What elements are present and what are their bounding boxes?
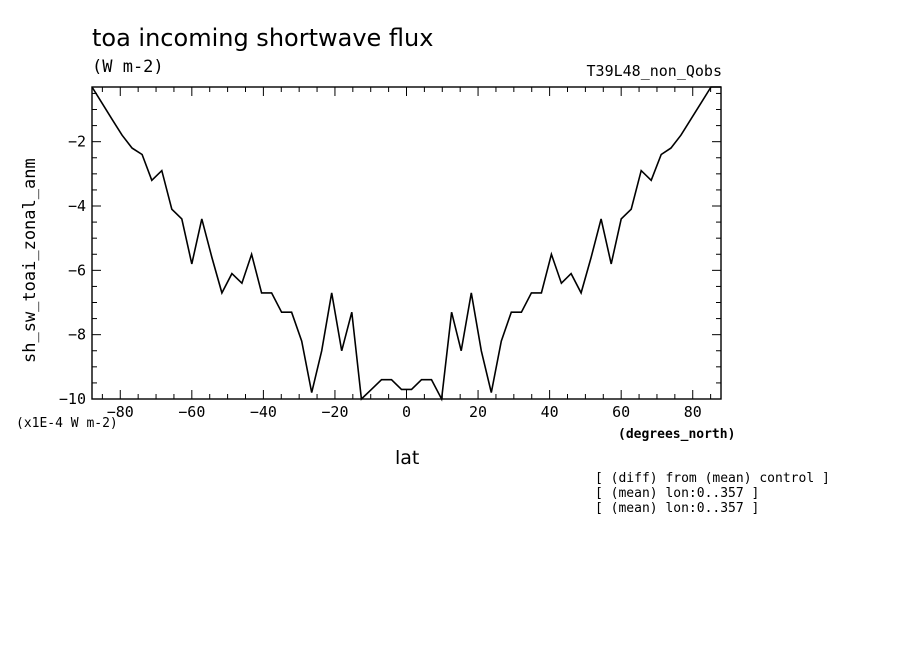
series-group — [91, 86, 721, 402]
note-line: [ (mean) lon:0..357 ] — [595, 501, 760, 516]
y-scale-label: (x1E-4 W m-2) — [16, 416, 118, 431]
x-tick-label: 40 — [541, 403, 559, 421]
x-tick-label: 20 — [469, 403, 487, 421]
chart-title: toa incoming shortwave flux — [92, 24, 434, 52]
y-tick-label: −6 — [68, 261, 86, 279]
x-tick-label: 80 — [684, 403, 702, 421]
y-tick-label: −8 — [68, 326, 86, 344]
x-tick-label: −80 — [107, 403, 134, 421]
x-tick-label: −60 — [178, 403, 205, 421]
notes-block: [ (diff) from (mean) control ] [ (mean) … — [595, 471, 830, 516]
note-line: [ (mean) lon:0..357 ] — [595, 486, 760, 501]
x-tick-label: −40 — [250, 403, 277, 421]
axis-ticks — [92, 87, 721, 400]
x-tick-label: 60 — [612, 403, 630, 421]
plot-frame — [91, 86, 722, 400]
note-line: [ (diff) from (mean) control ] — [595, 471, 830, 486]
x-tick-label: 0 — [402, 403, 411, 421]
x-units-label: (degrees_north) — [618, 427, 736, 442]
tick-labels: −80 −60 −40 −20 0 20 40 60 80 −10 −8 −6 −4 −2 — [59, 133, 702, 421]
run-id-label: T39L48_non_Qobs — [586, 62, 722, 80]
x-axis-label: lat — [395, 447, 420, 469]
y-tick-label: −2 — [68, 133, 86, 151]
y-tick-label: −4 — [68, 197, 86, 215]
series-line — [91, 86, 721, 402]
x-tick-label: −20 — [321, 403, 348, 421]
y-tick-label: −10 — [59, 390, 86, 408]
chart-units: (W m-2) — [92, 57, 164, 77]
